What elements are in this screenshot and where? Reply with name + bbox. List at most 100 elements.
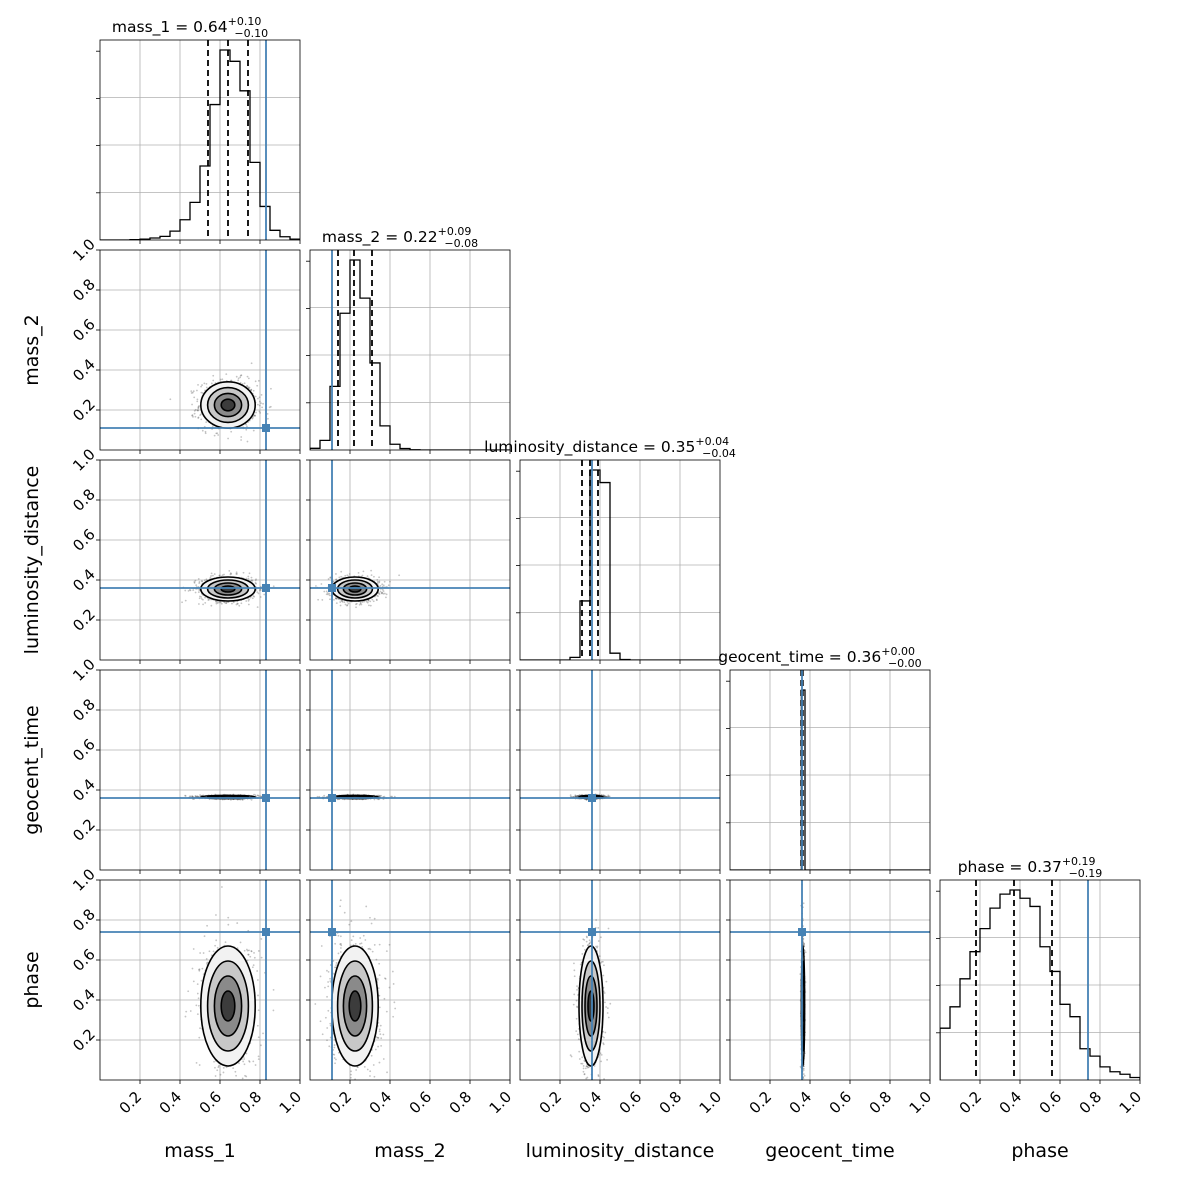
contour-line bbox=[213, 582, 243, 596]
sample-point bbox=[257, 592, 260, 595]
sample-point bbox=[235, 603, 238, 606]
sample-point bbox=[256, 606, 259, 609]
sample-point bbox=[254, 579, 257, 582]
sample-point bbox=[347, 602, 350, 605]
sample-point bbox=[372, 600, 375, 603]
sample-point bbox=[240, 602, 243, 605]
contour-line bbox=[342, 582, 368, 596]
contour-line bbox=[348, 585, 362, 593]
sample-point bbox=[256, 403, 259, 406]
sample-point bbox=[241, 799, 244, 801]
sample-point bbox=[210, 572, 213, 575]
sample-point bbox=[329, 576, 332, 579]
sample-point bbox=[325, 593, 328, 596]
sample-point bbox=[229, 572, 232, 575]
sample-point bbox=[207, 599, 210, 601]
sample-point bbox=[246, 425, 248, 428]
sample-point bbox=[245, 385, 248, 388]
sample-point bbox=[245, 428, 248, 431]
sample-point bbox=[600, 793, 603, 796]
truth-marker bbox=[262, 794, 270, 802]
sample-point bbox=[200, 580, 203, 582]
sample-point bbox=[254, 581, 257, 584]
sample-point bbox=[197, 416, 200, 419]
sample-point bbox=[230, 379, 233, 382]
sample-point bbox=[253, 793, 255, 796]
sample-point bbox=[246, 384, 249, 387]
sample-point bbox=[260, 394, 263, 396]
sample-point bbox=[223, 573, 225, 576]
sample-point bbox=[327, 593, 329, 596]
sample-point bbox=[380, 592, 383, 595]
sample-point bbox=[193, 580, 196, 583]
sample-point bbox=[373, 798, 376, 801]
sample-point bbox=[191, 391, 194, 394]
sample-point bbox=[385, 593, 388, 596]
sample-point bbox=[187, 589, 190, 592]
sample-point bbox=[197, 409, 200, 411]
sample-point bbox=[201, 429, 204, 432]
sample-point bbox=[235, 571, 238, 574]
panel-frame bbox=[99, 249, 301, 451]
contour-line bbox=[336, 579, 374, 599]
sample-point bbox=[363, 600, 366, 603]
sample-point bbox=[255, 582, 257, 585]
sample-point bbox=[239, 381, 242, 384]
sample-point bbox=[215, 600, 217, 603]
panel-frame bbox=[99, 39, 301, 241]
sample-point bbox=[198, 581, 201, 583]
sample-point bbox=[208, 598, 211, 601]
sample-point bbox=[205, 386, 208, 389]
sample-point bbox=[323, 590, 326, 593]
histogram-step-mass_1 bbox=[100, 49, 300, 240]
sample-point bbox=[340, 599, 343, 602]
contour-line bbox=[206, 579, 250, 599]
sample-point bbox=[218, 575, 221, 577]
sample-point bbox=[190, 390, 193, 393]
panel-mass_2-mass_2: mass_2 = 0.22+0.09 −0.08 bbox=[306, 225, 511, 454]
sample-point bbox=[376, 582, 379, 585]
sample-point bbox=[247, 386, 250, 389]
sample-point bbox=[199, 595, 201, 598]
sample-point bbox=[248, 572, 251, 575]
sample-point bbox=[250, 576, 253, 579]
contour-line bbox=[213, 392, 243, 418]
sample-point bbox=[381, 591, 384, 594]
title-mass_1: mass_1 = 0.64+0.10 −0.10 bbox=[112, 15, 268, 40]
sample-point bbox=[378, 794, 381, 797]
sample-point bbox=[252, 389, 255, 392]
sample-point bbox=[377, 592, 380, 595]
sample-point bbox=[335, 597, 338, 600]
panel-luminosity_distance-geocent_time bbox=[516, 669, 721, 874]
sample-point bbox=[245, 600, 248, 602]
sample-point bbox=[215, 601, 218, 603]
sample-point bbox=[212, 574, 214, 577]
sample-point bbox=[213, 434, 216, 437]
sample-point bbox=[239, 374, 242, 377]
sample-point bbox=[169, 398, 172, 401]
sample-point bbox=[184, 794, 186, 797]
sample-point bbox=[266, 413, 269, 415]
sample-point bbox=[341, 600, 343, 602]
sample-point bbox=[229, 379, 232, 382]
sample-point bbox=[270, 387, 272, 390]
sample-point bbox=[335, 597, 337, 599]
sample-point bbox=[213, 573, 216, 575]
panel-mass_2-luminosity_distance bbox=[306, 459, 511, 664]
sample-point bbox=[251, 579, 254, 582]
sample-point bbox=[269, 405, 272, 408]
histogram-step-mass_2 bbox=[310, 259, 510, 450]
sample-point bbox=[205, 455, 207, 457]
sample-point bbox=[369, 604, 372, 607]
sample-point bbox=[251, 597, 254, 600]
sample-point bbox=[332, 580, 335, 583]
sample-point bbox=[261, 406, 264, 409]
sample-point bbox=[204, 432, 207, 435]
sample-point bbox=[190, 392, 193, 394]
sample-point bbox=[359, 601, 362, 604]
sample-point bbox=[344, 603, 347, 606]
panel-frame bbox=[309, 459, 511, 661]
contour-line bbox=[220, 398, 236, 412]
sample-point bbox=[382, 584, 385, 587]
sample-point bbox=[212, 374, 215, 377]
